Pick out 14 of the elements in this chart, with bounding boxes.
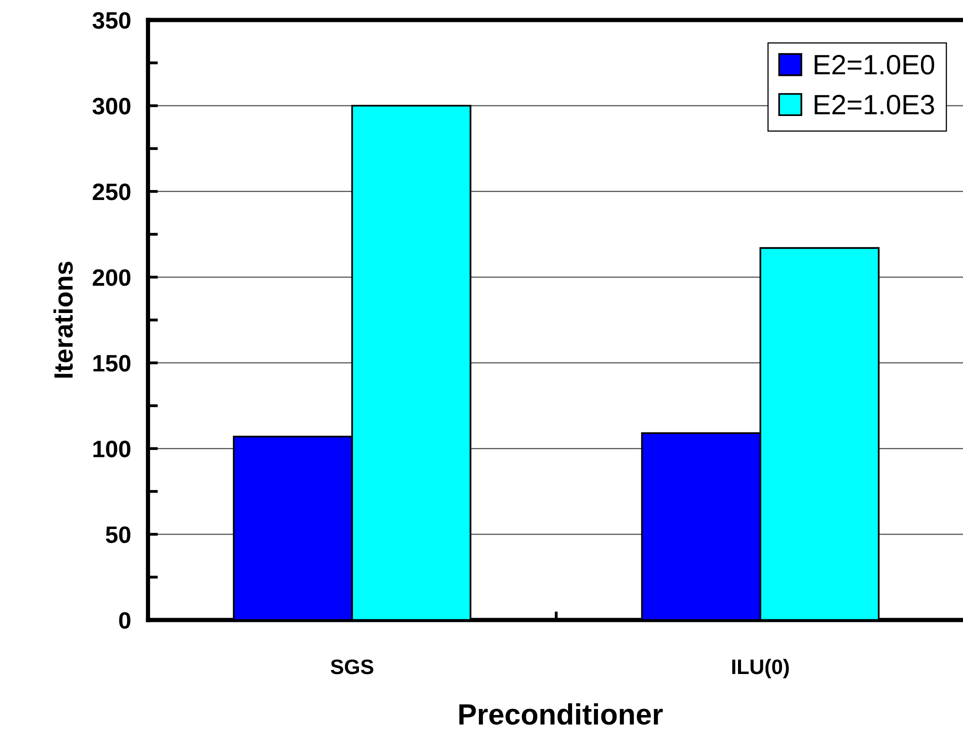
y-tick-label: 50 [106,526,130,544]
y-tick-label: 100 [93,440,130,458]
y-axis-title: Iterations [53,262,73,378]
y-tick-label: 300 [92,98,130,115]
y-tick-label: 250 [92,183,130,200]
y-tick-label: 150 [93,354,130,372]
x-tick-label: SGS [330,659,374,674]
y-tick-label: 350 [92,12,130,29]
legend-label: E2=1.0E0 [814,54,934,75]
legend-label: E2=1.0E3 [814,94,934,114]
y-tick-label: 200 [92,269,130,286]
y-tick-label: 0 [119,612,130,629]
x-axis-title: Preconditioner [459,703,663,725]
x-tick-label: ILU(0) [732,658,789,678]
